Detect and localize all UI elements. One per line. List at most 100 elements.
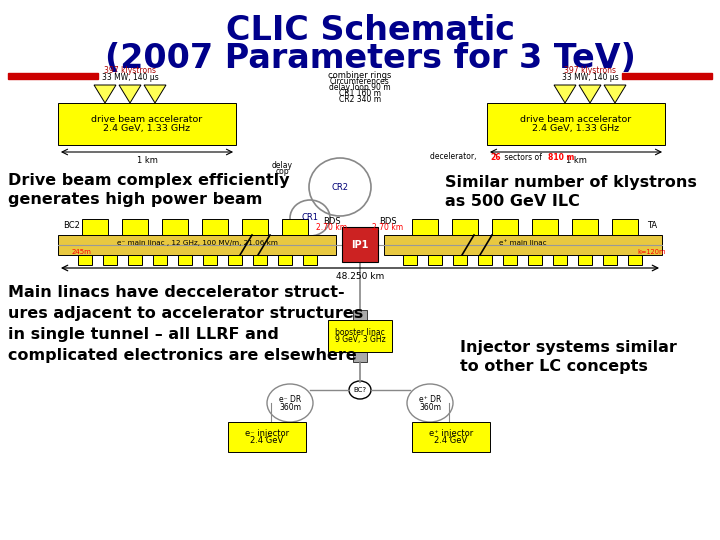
Polygon shape [604,85,626,103]
Text: generates high power beam: generates high power beam [8,192,262,207]
Bar [58,235,336,255]
Polygon shape [579,85,601,103]
Text: combiner rings: combiner rings [328,71,392,80]
Bar [503,255,517,265]
Text: e⁺ DR: e⁺ DR [419,395,441,403]
Text: 2.70 km: 2.70 km [316,223,348,232]
Text: 810 m: 810 m [548,152,575,161]
Bar [128,255,142,265]
Bar [603,255,617,265]
Bar [228,422,306,452]
Bar [278,255,292,265]
Text: e⁺ main linac: e⁺ main linac [499,240,546,246]
Text: 33 MW, 140 μs: 33 MW, 140 μs [102,73,158,82]
Bar [412,422,490,452]
Text: 397 klystrons: 397 klystrons [104,66,156,75]
Bar [202,219,228,235]
Text: k=120m: k=120m [638,249,666,255]
Text: e⁻ main linac , 12 GHz, 100 MV/m, 21.06 km: e⁻ main linac , 12 GHz, 100 MV/m, 21.06 … [117,240,277,246]
Text: drive beam accelerator: drive beam accelerator [521,116,631,124]
Text: IP1: IP1 [351,240,369,250]
Text: 48.250 km: 48.250 km [336,272,384,281]
Text: BDS: BDS [379,217,397,226]
Text: CR1 160 m: CR1 160 m [339,89,381,98]
Text: (2007 Parameters for 3 TeV): (2007 Parameters for 3 TeV) [104,42,636,75]
Text: CR2: CR2 [331,183,348,192]
Bar [282,219,308,235]
Text: 2.4 GeV: 2.4 GeV [251,436,284,446]
Text: 360m: 360m [419,403,441,413]
Text: as 500 GeV ILC: as 500 GeV ILC [445,194,580,209]
Text: 360m: 360m [279,403,301,413]
Text: 2.4 GeV, 1.33 GHz: 2.4 GeV, 1.33 GHz [532,124,620,133]
Polygon shape [94,85,116,103]
Bar [58,103,236,145]
Bar [553,255,567,265]
Text: BDS: BDS [323,217,341,226]
Bar [412,219,438,235]
Text: e⁻ DR: e⁻ DR [279,395,301,403]
Text: TA: TA [647,221,657,230]
Text: 2.4 GeV: 2.4 GeV [434,436,467,446]
Text: drive beam accelerator: drive beam accelerator [91,116,202,124]
Bar [82,219,108,235]
Text: 245m: 245m [72,249,92,255]
Bar [253,255,267,265]
Bar [528,255,542,265]
Text: BC2: BC2 [63,221,81,230]
Bar [572,219,598,235]
Bar [622,73,712,79]
Bar [78,255,92,265]
Bar [353,310,367,320]
Text: Injector systems similar: Injector systems similar [460,340,677,355]
Bar [242,219,268,235]
Bar [353,352,367,362]
Bar [384,235,662,255]
Bar [8,73,98,79]
Bar [403,255,417,265]
Text: 9 GeV, 3 GHz: 9 GeV, 3 GHz [335,335,385,344]
Polygon shape [144,85,166,103]
Text: CR2 340 m: CR2 340 m [339,95,381,104]
Text: 2.70 km: 2.70 km [372,223,404,232]
Text: Drive beam complex efficiently: Drive beam complex efficiently [8,173,289,188]
Text: booster linac: booster linac [335,328,385,337]
Bar [228,255,242,265]
Bar [153,255,167,265]
Bar [178,255,192,265]
Text: CLIC Schematic: CLIC Schematic [225,14,515,46]
Text: decelerator,: decelerator, [430,152,479,161]
Bar [452,219,478,235]
Bar [578,255,592,265]
Bar [453,255,467,265]
Text: to other LC concepts: to other LC concepts [460,359,648,374]
Text: e⁻ injector: e⁻ injector [245,429,289,438]
Text: 1 km: 1 km [137,156,158,165]
Text: sectors of: sectors of [502,152,542,161]
Bar [487,103,665,145]
Bar [303,255,317,265]
Bar [328,320,392,352]
Polygon shape [119,85,141,103]
Text: 397 klystrons: 397 klystrons [564,66,616,75]
Bar [122,219,148,235]
Bar [492,219,518,235]
Text: cop: cop [275,166,289,176]
Bar [428,255,442,265]
Text: CR1: CR1 [302,213,318,222]
Text: 2.4 GeV, 1.33 GHz: 2.4 GeV, 1.33 GHz [104,124,191,133]
Text: 26: 26 [490,152,500,161]
Text: Circumferences: Circumferences [330,77,390,86]
Text: 1 km: 1 km [566,156,586,165]
Text: Similar number of klystrons: Similar number of klystrons [445,175,697,190]
Bar [628,255,642,265]
Text: Main linacs have deccelerator struct-
ures adjacent to accelerator structures
in: Main linacs have deccelerator struct- ur… [8,285,364,363]
Text: delay loop 90 m: delay loop 90 m [329,83,391,92]
Text: delay: delay [271,160,292,170]
Bar [203,255,217,265]
Text: e⁺ injector: e⁺ injector [429,429,473,438]
Text: BC?: BC? [354,387,366,393]
Bar [103,255,117,265]
Bar [532,219,558,235]
Polygon shape [554,85,576,103]
